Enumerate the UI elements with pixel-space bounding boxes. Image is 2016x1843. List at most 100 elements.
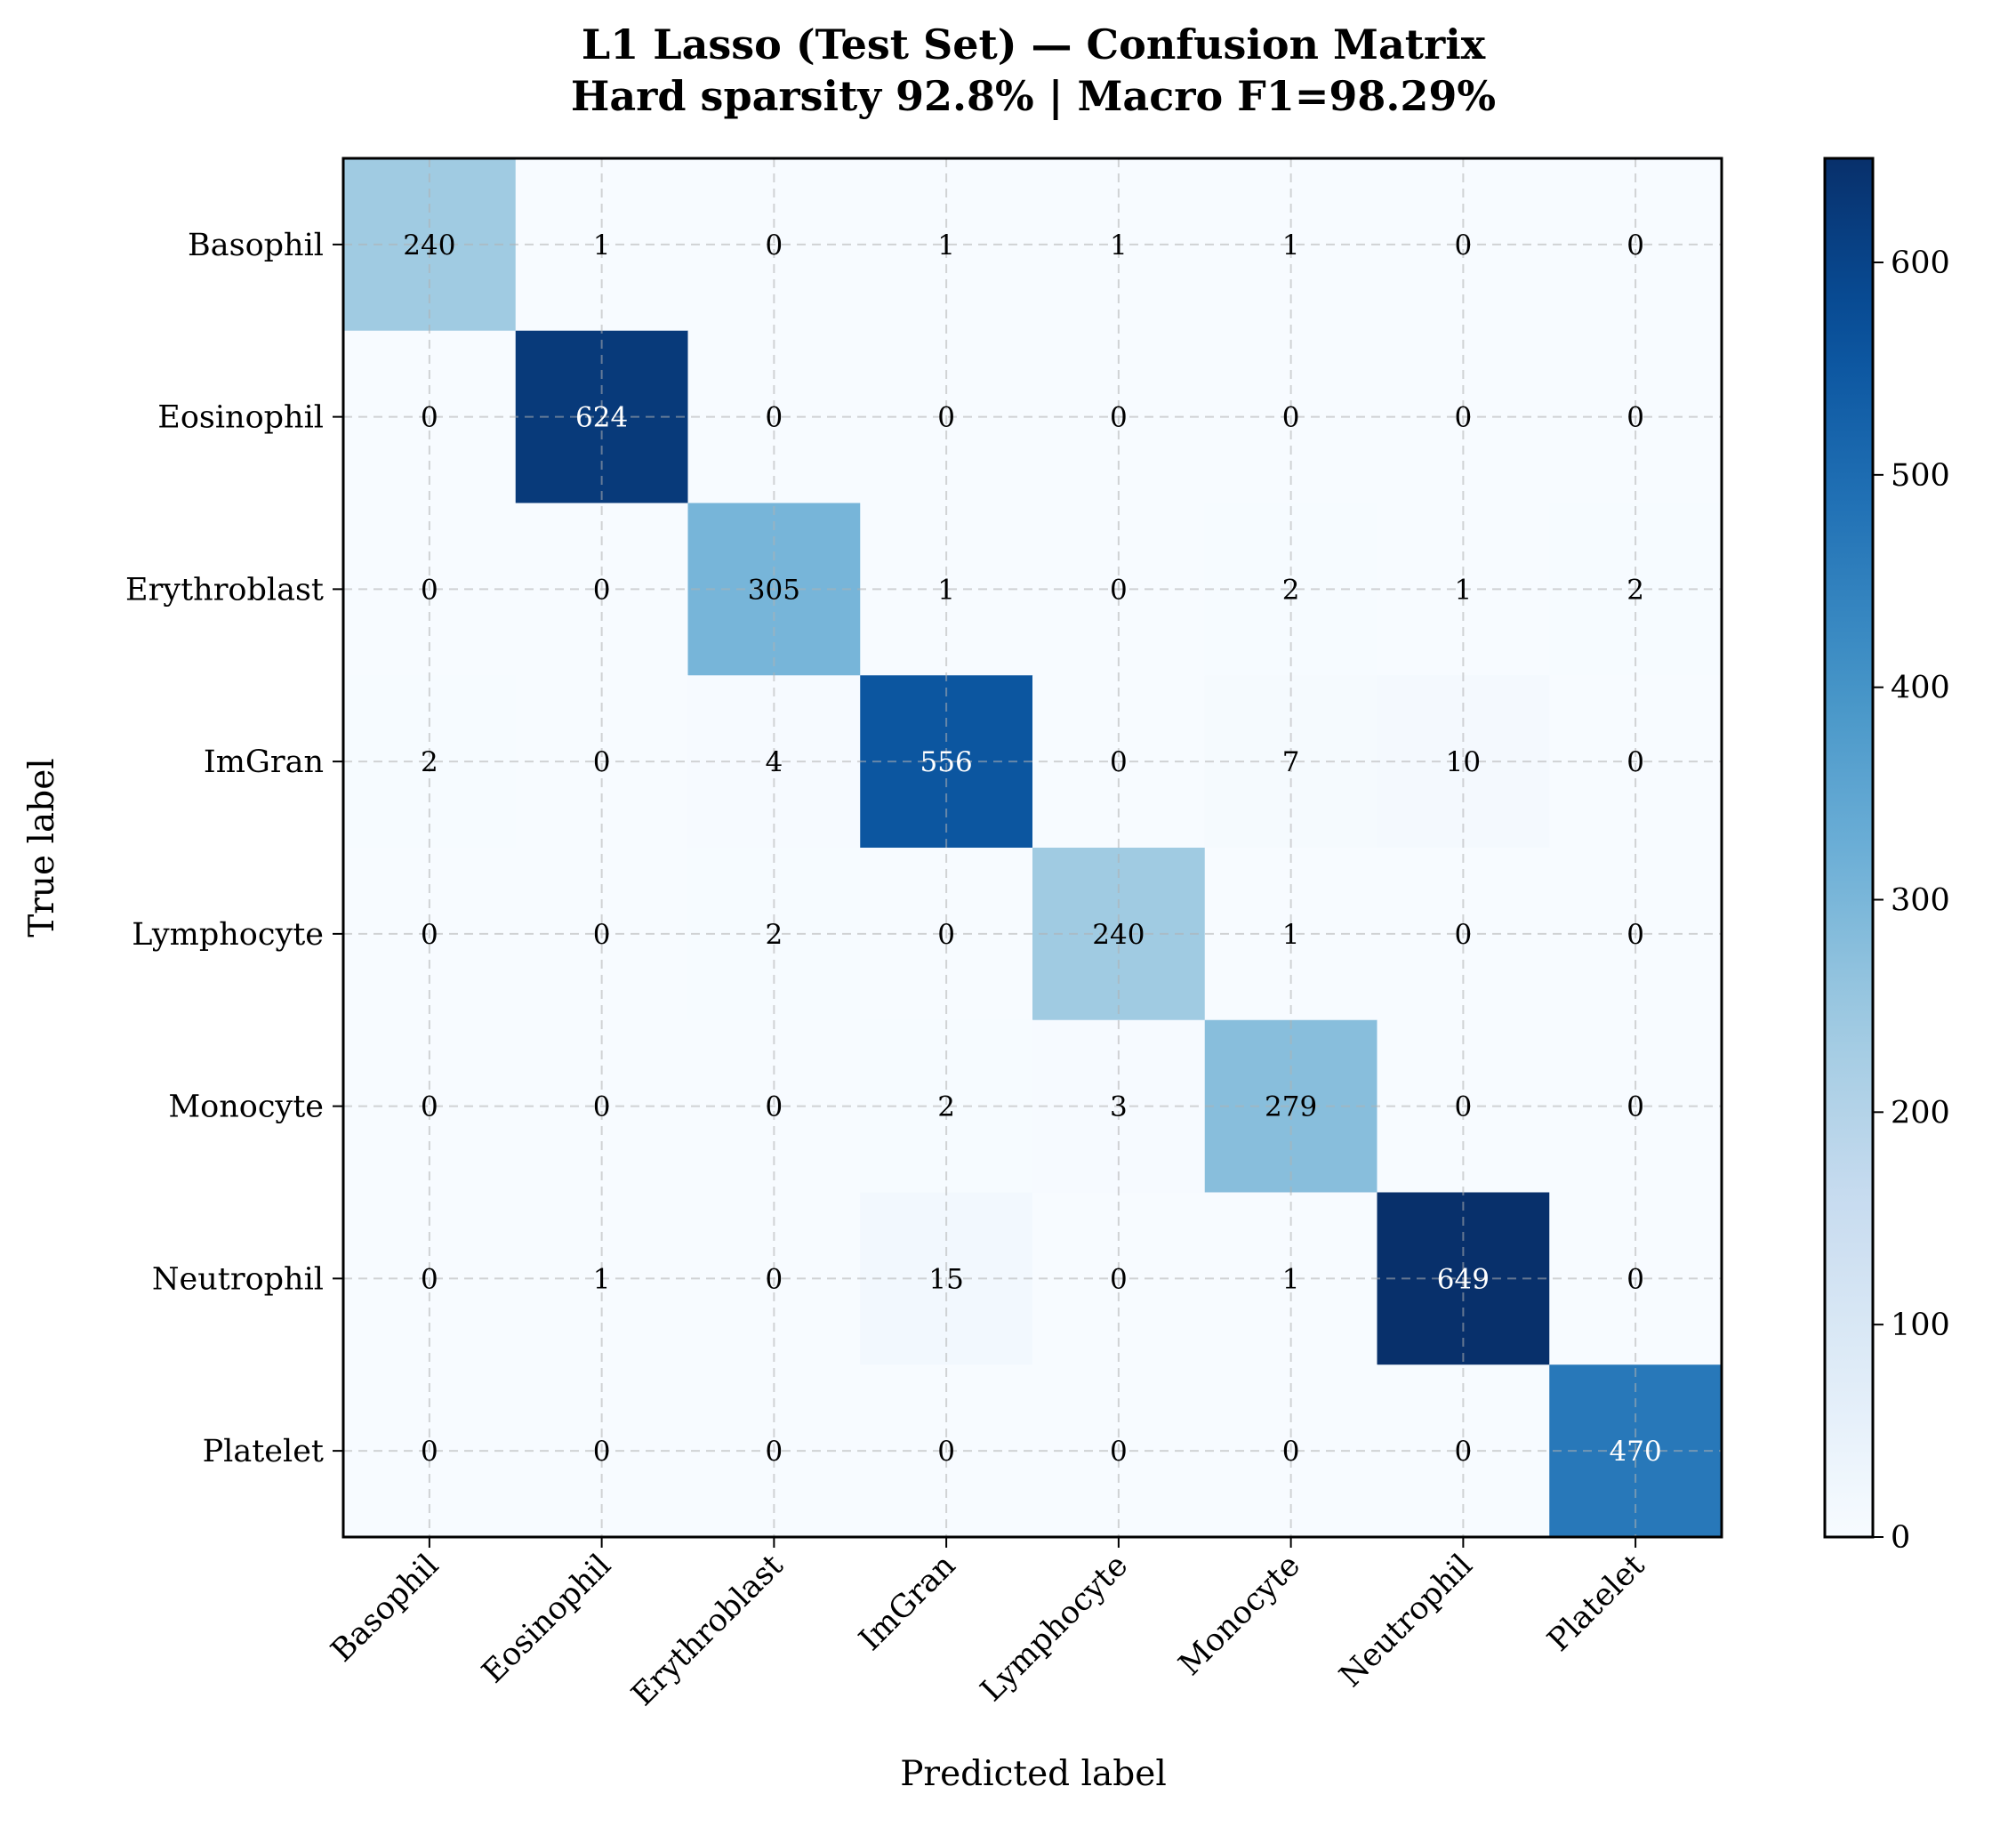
colorbar-tick-label: 200 [1891, 1095, 1950, 1131]
cell-value-label: 1 [937, 229, 955, 262]
cell-value-label: 0 [1455, 1436, 1473, 1468]
cell-value-label: 0 [1110, 1263, 1128, 1295]
cell-value-label: 0 [593, 1091, 611, 1123]
grid-lines [343, 158, 1722, 1537]
cell-value-label: 0 [1110, 1436, 1128, 1468]
cell-value-label: 7 [1282, 746, 1300, 778]
cell-value-label: 0 [766, 229, 783, 262]
cell-value-label: 1 [1110, 229, 1128, 262]
cell-value-label: 0 [1455, 402, 1473, 434]
cell-value-label: 0 [421, 402, 438, 434]
cell-value-label: 0 [593, 574, 611, 606]
cell-value-label: 1 [1282, 919, 1300, 951]
x-axis-ticks: Basophil Eosinophil Erythroblast ImGran Lymp… [325, 1537, 1652, 1713]
cell-value-label: 0 [421, 574, 438, 606]
y-tick-label: Erythroblast [125, 572, 324, 608]
cell-value-label: 0 [1455, 919, 1473, 951]
cell-value-label: 649 [1437, 1263, 1490, 1295]
colorbar [1823, 157, 1875, 1539]
cell-value-label: 0 [1626, 229, 1644, 262]
cell-value-label: 0 [421, 1091, 438, 1123]
y-tick-label: Monocyte [168, 1090, 324, 1125]
cell-value-label: 0 [593, 919, 611, 951]
cell-value-labels: 240 1 0 1 1 1 0 00 624 0 0 0 0 0 00 0 305 1 0 2 1 22 0 4 556 0 7 10… [403, 229, 1661, 1468]
cell-value-label: 0 [1626, 1091, 1644, 1123]
y-tick-label: Basophil [188, 228, 324, 263]
cell-value-label: 0 [937, 1436, 955, 1468]
cell-value-label: 2 [1626, 574, 1644, 606]
cell-value-label: 4 [766, 746, 783, 778]
y-tick-label: Eosinophil [157, 400, 324, 436]
x-tick-label: ImGran [853, 1548, 963, 1658]
cell-value-label: 0 [766, 402, 783, 434]
x-tick-label: Platelet [1541, 1548, 1652, 1659]
cell-value-label: 0 [1110, 574, 1128, 606]
cell-value-label: 0 [1626, 746, 1644, 778]
colorbar-tick-label: 0 [1891, 1520, 1910, 1556]
y-tick-label: Platelet [203, 1434, 324, 1469]
cell-value-label: 2 [937, 1091, 955, 1123]
y-tick-label: Lymphocyte [132, 917, 324, 953]
colorbar-tick-label: 400 [1891, 671, 1950, 706]
cell-value-label: 240 [403, 229, 455, 262]
cell-value-label: 0 [1455, 229, 1473, 262]
cell-value-label: 240 [1092, 919, 1145, 951]
cell-value-label: 556 [920, 746, 973, 778]
y-tick-label: Neutrophil [152, 1261, 324, 1297]
cell-value-label: 0 [1455, 1091, 1473, 1123]
colorbar-tick-label: 300 [1891, 883, 1950, 919]
cell-value-label: 0 [766, 1436, 783, 1468]
cell-value-label: 1 [593, 229, 611, 262]
y-axis-ticks: Basophil Eosinophil Erythroblast ImGran Lymp… [125, 228, 343, 1469]
x-axis-label: Predicted label [900, 1754, 1167, 1794]
cell-value-label: 0 [1282, 402, 1300, 434]
cell-value-label: 305 [748, 574, 800, 606]
cell-value-label: 15 [928, 1263, 963, 1295]
chart-subtitle: Hard sparsity 92.8% | Macro F1=98.29% [571, 72, 1496, 120]
cell-value-label: 470 [1610, 1436, 1662, 1468]
cell-value-label: 1 [1282, 1263, 1300, 1295]
cell-value-label: 0 [593, 1436, 611, 1468]
x-tick-label: Neutrophil [1333, 1548, 1480, 1694]
y-tick-label: ImGran [204, 744, 324, 780]
chart-title: L1 Lasso (Test Set) — Confusion Matrix [582, 20, 1486, 68]
cell-value-label: 1 [1455, 574, 1473, 606]
colorbar-tick-label: 500 [1891, 458, 1950, 494]
cell-value-label: 279 [1265, 1091, 1317, 1123]
x-tick-label: Lymphocyte [974, 1548, 1135, 1709]
cell-value-label: 1 [937, 574, 955, 606]
x-tick-label: Basophil [325, 1548, 446, 1669]
cell-value-label: 0 [593, 746, 611, 778]
x-tick-label: Erythroblast [625, 1548, 791, 1713]
cell-value-label: 3 [1110, 1091, 1128, 1123]
cell-value-label: 0 [1110, 746, 1128, 778]
cell-value-label: 0 [1626, 1263, 1644, 1295]
cell-value-label: 2 [766, 919, 783, 951]
colorbar-ticks: 0 100 200 300 400 500 600 [1873, 245, 1950, 1556]
cell-value-label: 0 [1110, 402, 1128, 434]
x-tick-label: Eosinophil [476, 1548, 618, 1690]
cell-value-label: 10 [1446, 746, 1481, 778]
cell-value-label: 0 [766, 1263, 783, 1295]
cell-value-label: 0 [1626, 919, 1644, 951]
cell-value-label: 1 [1282, 229, 1300, 262]
cell-value-label: 0 [937, 402, 955, 434]
cell-value-label: 0 [421, 1263, 438, 1295]
colorbar-tick-label: 600 [1891, 245, 1950, 281]
colorbar-tick-label: 100 [1891, 1308, 1950, 1343]
cell-value-label: 0 [1626, 402, 1644, 434]
cell-value-label: 0 [937, 919, 955, 951]
cell-value-label: 0 [421, 1436, 438, 1468]
cell-value-label: 2 [1282, 574, 1300, 606]
y-axis-label: True label [22, 758, 62, 938]
cell-value-label: 2 [421, 746, 438, 778]
heatmap-cells [343, 158, 1723, 1538]
cell-value-label: 0 [766, 1091, 783, 1123]
cell-value-label: 624 [575, 402, 628, 434]
cell-value-label: 0 [1282, 1436, 1300, 1468]
plot-frame [341, 157, 1723, 1539]
cell-value-label: 1 [593, 1263, 611, 1295]
cell-value-label: 0 [421, 919, 438, 951]
